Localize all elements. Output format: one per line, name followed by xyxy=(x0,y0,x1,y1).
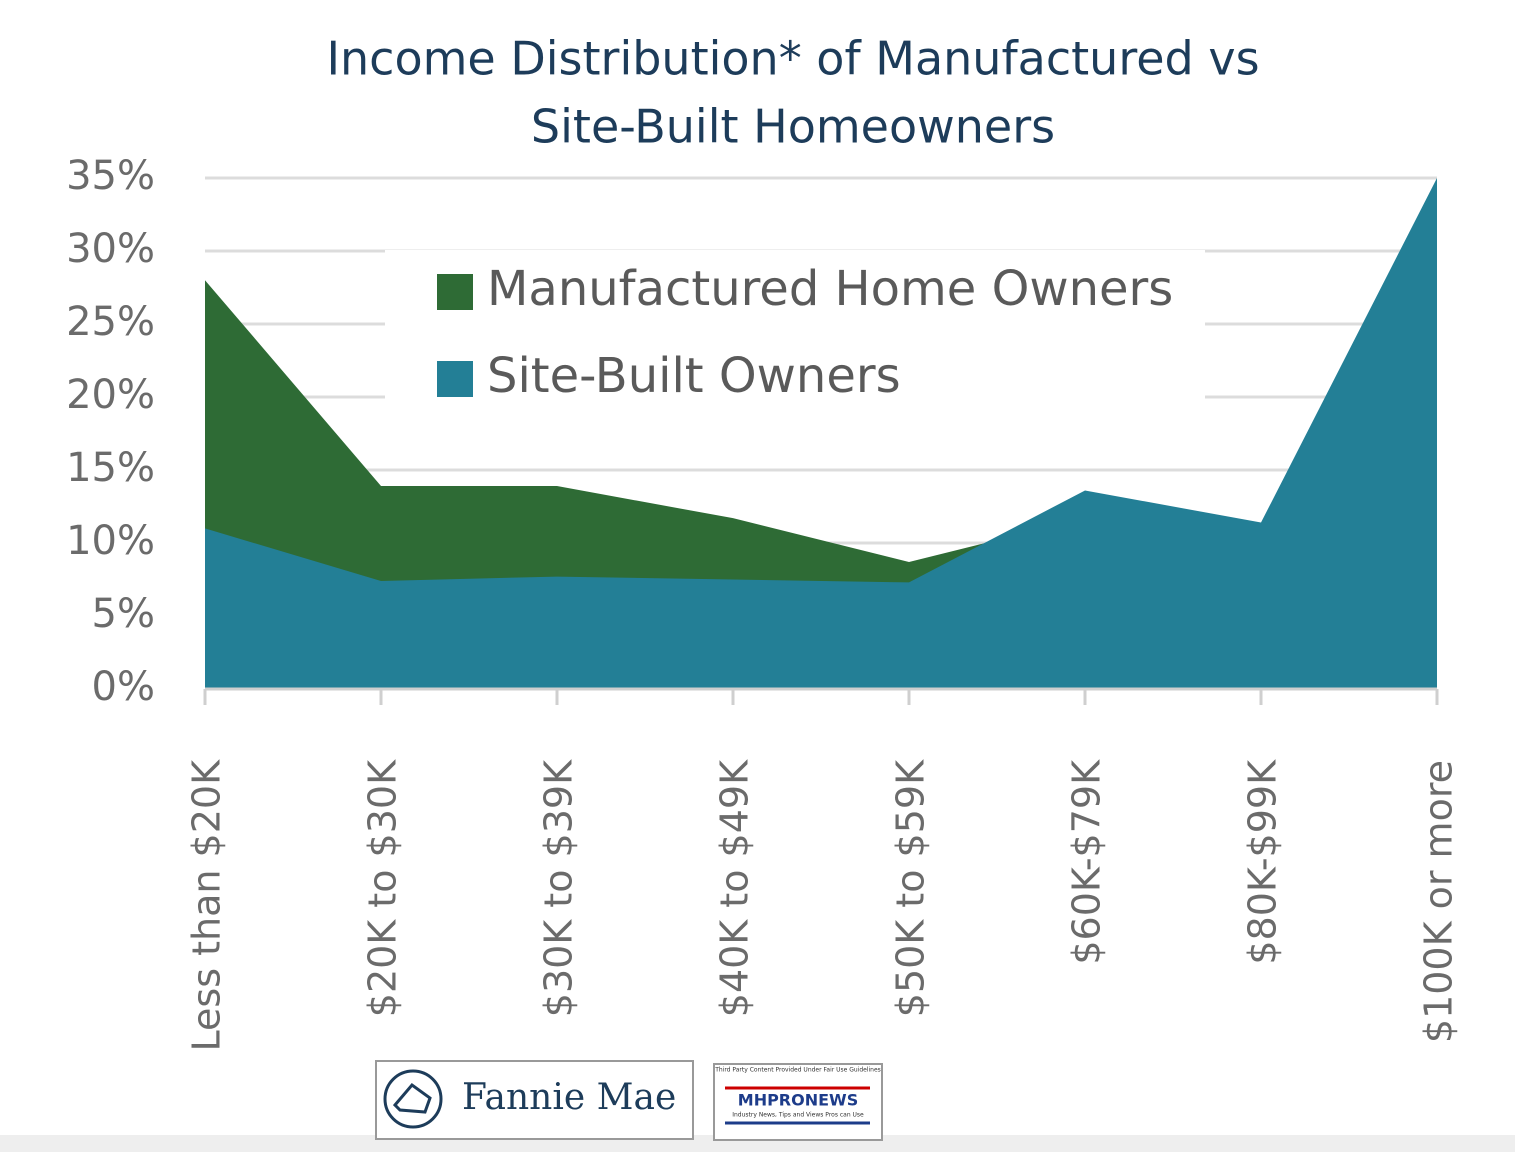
x-tick-label: $80K-$99K xyxy=(1241,759,1285,965)
chart-title: Income Distribution* of Manufactured vs xyxy=(326,32,1259,86)
x-tick-label: $40K to $49K xyxy=(713,759,757,1017)
logo-text: Fannie Mae xyxy=(462,1077,676,1118)
x-tick-label: $20K to $30K xyxy=(361,759,405,1017)
logo-text: MHPRONEWS xyxy=(738,1091,858,1110)
x-tick-label: $100K or more xyxy=(1417,760,1461,1043)
logo-icon xyxy=(383,1069,443,1129)
legend-label: Manufactured Home Owners xyxy=(487,261,1173,317)
fannie-mae-logo: Fannie Mae xyxy=(375,1060,694,1140)
chart-title: Site-Built Homeowners xyxy=(531,100,1055,154)
legend-box xyxy=(385,250,1205,400)
legend-swatch xyxy=(437,274,473,310)
y-tick-label: 10% xyxy=(66,518,155,564)
y-tick-label: 0% xyxy=(92,664,155,710)
x-tick-label: $50K to $59K xyxy=(889,759,933,1017)
area xyxy=(205,178,1437,689)
x-tick-label: $30K to $39K xyxy=(537,759,581,1017)
x-tick-label: $60K-$79K xyxy=(1065,759,1109,965)
legend-swatch xyxy=(437,361,473,397)
areas xyxy=(205,178,1437,689)
logo-icon xyxy=(392,1082,432,1114)
y-tick-label: 25% xyxy=(66,299,155,345)
x-tick-label: Less than $20K xyxy=(185,759,229,1052)
y-tick-label: 35% xyxy=(66,153,155,199)
axis: Less than $20K $20K to $30K $30K to $39K $4… xyxy=(185,687,1461,1052)
legend-label: Site-Built Owners xyxy=(487,348,901,404)
y-tick-label: 5% xyxy=(92,591,155,637)
y-tick-label: 15% xyxy=(66,445,155,491)
logo-text: Third Party Content Provided Under Fair … xyxy=(714,1067,881,1074)
logo-text: Industry News, Tips and Views Pros can U… xyxy=(732,1112,864,1119)
y-tick-label: 30% xyxy=(66,226,155,272)
logo-box xyxy=(713,1063,883,1141)
y-tick-label: 20% xyxy=(66,372,155,418)
mhpronews-logo: Third Party Content Provided Under Fair … xyxy=(713,1063,883,1141)
legend: Manufactured Home Owners Site-Built Owner… xyxy=(437,261,1173,404)
